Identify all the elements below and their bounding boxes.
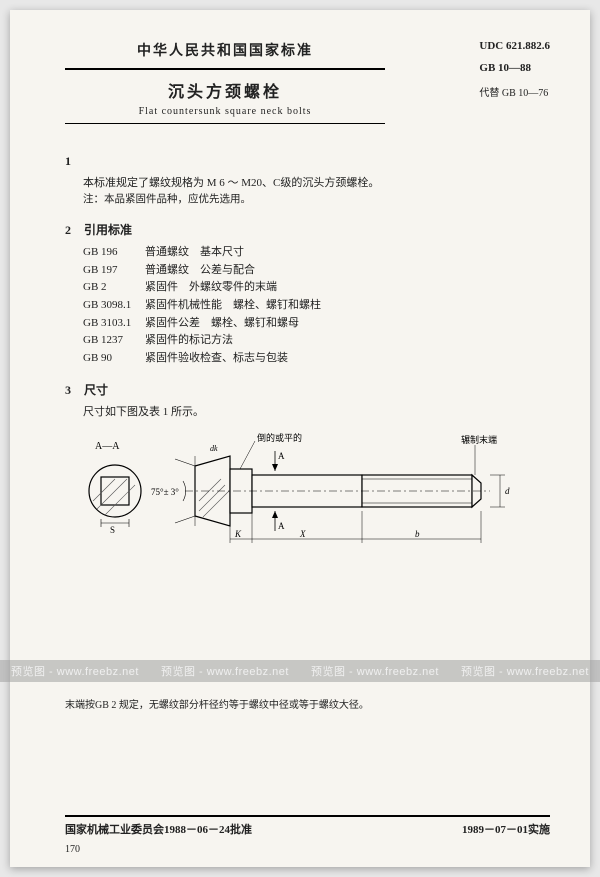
watermark-text: 预览图 - www.freebz.net [311,663,439,679]
watermark-strip: 预览图 - www.freebz.net 预览图 - www.freebz.ne… [0,660,600,682]
udc-code: UDC 621.882.6 [479,40,550,52]
watermark-text: 预览图 - www.freebz.net [461,663,589,679]
document-header: 中华人民共和国国家标准 沉头方颈螺栓 Flat countersunk squa… [65,40,550,124]
ref-item: GB 196普通螺纹 基本尺寸 [83,244,550,262]
section-3-body: 尺寸如下图及表 1 所示。 [83,404,550,421]
ref-item: GB 3103.1紧固件公差 螺栓、螺钉和螺母 [83,315,550,333]
section-2-number: 2 [65,223,81,238]
dim-x-label: X [299,529,306,539]
section-3-number: 3 [65,383,81,398]
chamfer-note: 倒的或平的 [257,432,302,443]
section-3-title: 尺寸 [84,383,108,397]
dim-d-label: d [505,486,510,496]
ref-item: GB 1237紧固件的标记方法 [83,332,550,350]
ref-item: GB 3098.1紧固件机械性能 螺栓、螺钉和螺柱 [83,297,550,315]
document-footer: 国家机械工业委员会1988－06－24批准 1989－07－01实施 [65,815,550,837]
dim-dk-label: dk [210,444,218,453]
header-rule-bottom [65,123,385,124]
ref-item: GB 90紧固件验收检查、标志与包装 [83,350,550,368]
dim-k-label: K [234,529,242,539]
reference-list: GB 196普通螺纹 基本尺寸 GB 197普通螺纹 公差与配合 GB 2紧固件… [83,244,550,367]
dim-b-label: b [415,529,420,539]
document-page: 中华人民共和国国家标准 沉头方颈螺栓 Flat countersunk squa… [10,10,590,867]
title-chinese: 沉头方颈螺栓 [65,78,385,102]
rolled-end-note: 辗制末端 [461,434,497,445]
bolt-diagram: A—A S [75,431,535,561]
section-1-note: 注：本品紧固件品种，应优先选用。 [83,192,550,208]
section-1-heading: 1 [65,154,550,169]
replaces-code: 代替 GB 10—76 [479,84,550,99]
section-label: A—A [95,441,120,452]
section-2: 2 引用标准 GB 196普通螺纹 基本尺寸 GB 197普通螺纹 公差与配合 … [65,221,550,367]
bolt-side-view-icon: 75°± 3° dk d A [151,432,510,543]
gb-code: GB 10—88 [479,62,550,74]
section-view-icon: A—A S [89,441,141,535]
section-2-title: 引用标准 [84,223,132,237]
issuing-org: 中华人民共和国国家标准 [65,40,385,60]
footer-row: 国家机械工业委员会1988－06－24批准 1989－07－01实施 [65,821,550,837]
header-right-block: UDC 621.882.6 GB 10—88 代替 GB 10—76 [479,40,550,99]
header-rule-top [65,68,385,70]
section-3: 3 尺寸 尺寸如下图及表 1 所示。 A—A [65,381,550,561]
header-left-block: 中华人民共和国国家标准 沉头方颈螺栓 Flat countersunk squa… [65,40,385,124]
watermark-text: 预览图 - www.freebz.net [161,663,289,679]
section-1-number: 1 [65,154,81,169]
page-number: 170 [65,844,80,855]
section-a-top: A [278,451,285,461]
dim-s-label: S [110,525,115,535]
ref-item: GB 197普通螺纹 公差与配合 [83,262,550,280]
implementation-text: 1989－07－01实施 [462,821,550,837]
section-3-heading: 3 尺寸 [65,381,550,398]
diagram-footnote: 末端按GB 2 规定，无螺纹部分杆径约等于螺纹中径或等于螺纹大径。 [65,696,369,711]
approval-text: 国家机械工业委员会1988－06－24批准 [65,821,252,837]
section-1-body: 本标准规定了螺纹规格为 M 6 ～ M20、C级的沉头方颈螺栓。 [83,175,550,192]
title-english: Flat countersunk square neck bolts [65,106,385,117]
ref-item: GB 2紧固件 外螺纹零件的末端 [83,279,550,297]
section-1: 1 本标准规定了螺纹规格为 M 6 ～ M20、C级的沉头方颈螺栓。 注：本品紧… [65,154,550,207]
angle-label: 75°± 3° [151,487,179,497]
watermark-text: 预览图 - www.freebz.net [11,663,139,679]
section-a-bottom: A [278,521,285,531]
section-2-heading: 2 引用标准 [65,221,550,238]
bolt-diagram-svg: A—A S [75,431,535,561]
footer-rule [65,815,550,817]
